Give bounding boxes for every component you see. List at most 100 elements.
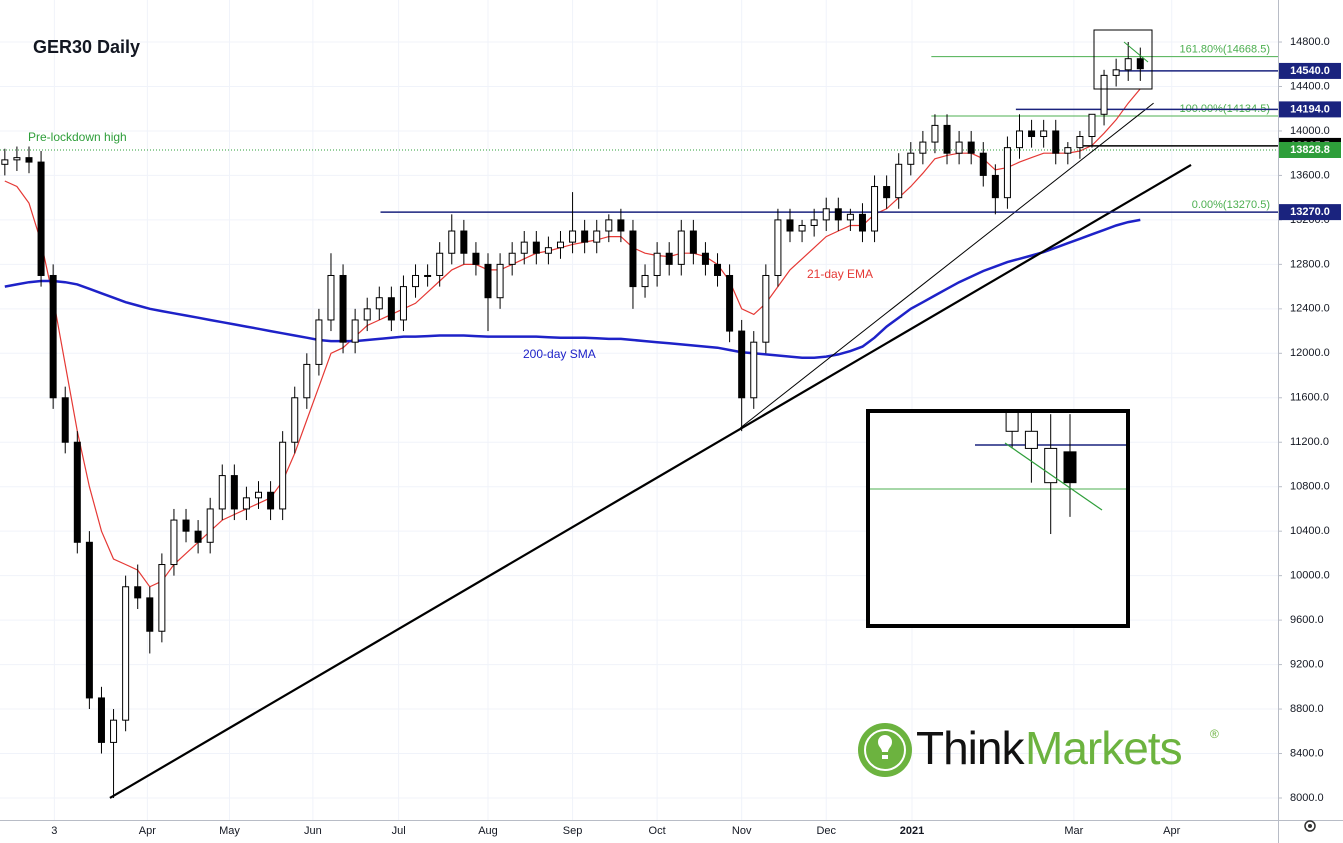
candle-body [182, 519, 190, 532]
candle-body [532, 241, 540, 254]
candle-body [653, 252, 661, 276]
candle-body [279, 441, 287, 510]
candle-body [49, 274, 57, 399]
logo-markets: Markets [1025, 722, 1182, 774]
candle-body [786, 219, 794, 232]
y-tick-label: 14400.0 [1290, 80, 1330, 92]
candle-body [206, 508, 214, 543]
settings-icon[interactable] [1304, 820, 1316, 832]
candle-body [315, 319, 323, 365]
price-label: 14540.0 [1290, 65, 1330, 77]
trendline [740, 102, 1154, 429]
candle-body [1044, 447, 1058, 484]
candle-body [762, 274, 770, 343]
x-tick-label: Apr [1163, 825, 1180, 837]
y-tick-label: 8800.0 [1290, 703, 1324, 715]
candle-body [556, 241, 564, 249]
chart-title: GER30 Daily [33, 37, 140, 57]
y-tick-label: 13600.0 [1290, 169, 1330, 181]
x-tick-label: Jul [392, 825, 406, 837]
candle-body [738, 330, 746, 399]
candle-body [146, 597, 154, 632]
price-label-bg [1279, 141, 1341, 158]
logo-ring [864, 729, 906, 771]
candle-body [85, 541, 93, 699]
candle-body [714, 263, 722, 276]
candle-body [907, 152, 915, 165]
x-tick-label: Mar [1064, 825, 1083, 837]
candle-body [1112, 69, 1120, 76]
fib-label: 0.00%(13270.5) [1192, 199, 1270, 211]
candle-body [1024, 430, 1038, 449]
candle-body [472, 252, 480, 265]
candle-body [641, 274, 649, 288]
candle-body [569, 230, 577, 243]
candle-body [73, 441, 81, 543]
candle-body [1005, 413, 1019, 432]
x-tick-label: May [219, 825, 240, 837]
candle-body [424, 274, 432, 277]
candle-body [883, 186, 891, 199]
candle-body [858, 213, 866, 232]
candle-body [122, 586, 130, 721]
x-tick-label: 2021 [900, 825, 924, 837]
candle-body [351, 319, 359, 343]
candle-body [61, 397, 69, 443]
candle-body [327, 274, 335, 321]
candle-body [1136, 58, 1144, 70]
y-tick-label: 11600.0 [1290, 392, 1329, 404]
candle-body [943, 124, 951, 154]
logo: Think Markets ® [858, 722, 1219, 777]
candle-body [387, 297, 395, 321]
candle-body [339, 274, 347, 343]
candle-body [1088, 113, 1096, 138]
candle-body [810, 219, 818, 226]
x-tick-label: Nov [732, 825, 752, 837]
candle-body [1063, 451, 1077, 484]
logo-bulb [878, 735, 892, 759]
candle-body [665, 252, 673, 265]
candle-body [955, 141, 963, 154]
candle-body [496, 263, 504, 299]
candle-body [798, 224, 806, 232]
candle-body [1040, 130, 1048, 138]
price-label-bg [1279, 62, 1341, 79]
logo-registered: ® [1210, 727, 1219, 741]
annotation: 200-day SMA [523, 347, 596, 361]
ma-line [4, 218, 1141, 359]
x-tick-label: Dec [816, 825, 836, 837]
candle-body [544, 247, 552, 254]
x-tick-label: Oct [649, 825, 666, 837]
inset-box [866, 409, 1130, 628]
y-tick-label: 12000.0 [1290, 347, 1330, 359]
annotation: 21-day EMA [807, 267, 873, 281]
mini-downtrend [1123, 41, 1149, 63]
candle-body [110, 719, 118, 743]
candle-body [508, 252, 516, 265]
x-tick-label: Sep [563, 825, 583, 837]
candle-body [13, 157, 21, 161]
price-label-bg [1279, 204, 1341, 221]
annotation: Pre-lockdown high [28, 130, 127, 144]
price-label: 13828.8 [1290, 144, 1330, 156]
candle-body [267, 491, 275, 510]
candle-body [1028, 130, 1036, 138]
candle-body [991, 174, 999, 199]
candle-body [871, 186, 879, 232]
candle-body [689, 230, 697, 254]
candle-body [484, 263, 492, 299]
candle-body [1064, 147, 1072, 154]
y-tick-label: 14800.0 [1290, 36, 1330, 48]
x-tick-label: 3 [51, 825, 57, 837]
candle-body [520, 241, 528, 254]
trendline [109, 164, 1192, 799]
y-tick-label: 10800.0 [1290, 481, 1330, 493]
candle-body [134, 586, 142, 599]
candle-body [1100, 74, 1108, 115]
candle-body [194, 530, 202, 543]
candle-body [1016, 130, 1024, 149]
candle-body [303, 363, 311, 399]
candle-body [846, 213, 854, 221]
